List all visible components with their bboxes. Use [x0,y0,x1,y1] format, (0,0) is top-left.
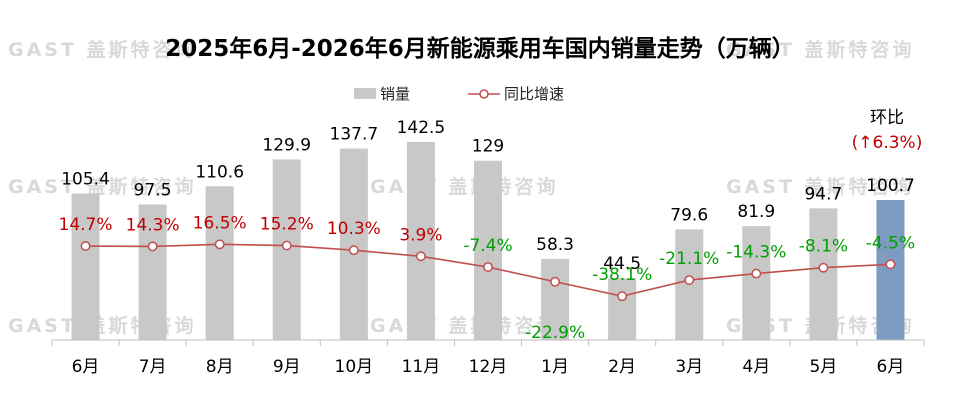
growth-rate-labels: 14.7% 14.3% 16.5% 15.2% 10.3% 3.9% -7.4% -22.9%… [59,213,916,342]
growth-rate-label: -4.5% [866,233,915,253]
x-tick-label: 11月 [402,357,441,377]
sales-bar [406,141,435,340]
x-tick-label: 3月 [675,357,703,377]
x-tick-label: 2月 [608,357,636,377]
x-tick-label: 4月 [742,357,770,377]
watermark: GAST 盖斯特咨询 [8,314,197,337]
growth-point [281,240,292,251]
growth-point [550,276,561,287]
x-tick-label: 7月 [139,357,167,377]
sales-bar [138,204,167,340]
x-tick-label: 10月 [335,357,374,377]
x-tick-label: 6月 [72,357,100,377]
watermark: GAST 盖斯特咨询 [726,38,915,61]
growth-line-layer [80,239,896,302]
growth-rate-label: 16.5% [193,213,247,233]
sales-bar [71,193,100,340]
watermark: GAST 盖斯特咨询 [8,175,197,198]
legend: 销量 同比增速 [354,85,564,103]
x-ticks: 6月 7月 8月 9月 10月 11月 12月 1月 2月 3月 4月 5月 6月 [51,340,925,377]
sales-value-label: 58.3 [536,235,574,255]
growth-point [415,251,426,262]
watermark: GAST 盖斯特咨询 [370,175,559,198]
growth-point [80,241,91,251]
x-tick-label: 5月 [809,357,837,377]
watermark: GAST 盖斯特咨询 [726,175,915,198]
sales-value-label: 79.6 [670,205,708,225]
legend-bar-swatch [354,88,376,99]
sales-value-label: 129.9 [262,135,311,155]
growth-rate-label: -7.4% [463,236,512,256]
growth-point [818,262,829,273]
sales-value-label: 44.5 [603,254,641,274]
sales-bar [742,226,771,340]
sales-bar [809,208,838,340]
sales-value-label: 129 [472,137,504,157]
legend-line-marker [479,89,489,99]
growth-rate-label: 14.3% [126,215,180,235]
growth-rate-label: 3.9% [399,225,442,245]
bar-value-labels: 105.4 97.5 110.6 129.9 137.7 142.5 129 58.3 44.5… [61,118,915,274]
x-tick-label: 12月 [469,357,508,377]
x-tick-label: 6月 [877,357,905,377]
x-tick-label: 1月 [541,357,569,377]
growth-point [147,241,158,252]
growth-point [684,275,695,285]
mom-label: 环比 [870,108,904,128]
growth-point [214,239,225,250]
growth-point [885,259,896,270]
legend-line-label: 同比增速 [504,85,564,103]
sales-value-label: 142.5 [397,118,446,138]
sales-bar [205,186,234,340]
sales-value-label: 137.7 [330,125,379,145]
growth-point [617,291,628,302]
legend-bar-label: 销量 [380,85,410,103]
growth-rate-label: -14.3% [726,243,786,263]
growth-point [483,262,493,272]
x-tick-label: 9月 [273,357,301,377]
watermark: GAST 盖斯特咨询 [8,38,197,61]
growth-rate-label: -22.9% [525,323,585,343]
sales-bar [474,160,502,340]
mom-value: (↑6.3%) [852,133,923,153]
sales-bar [339,148,368,340]
growth-point [751,268,762,279]
sales-value-label: 97.5 [134,180,172,200]
growth-rate-label: -8.1% [799,237,848,257]
sales-value-label: 110.6 [195,162,244,182]
growth-point [348,245,359,256]
chart-title: 2025年6月-2026年6月新能源乘用车国内销量走势（万辆） [165,35,795,62]
x-tick-label: 8月 [206,357,234,377]
sales-value-label: 100.7 [866,176,915,196]
sales-value-label: 94.7 [804,184,842,204]
bars-layer [71,141,905,340]
growth-rate-label: 14.7% [59,215,113,235]
growth-rate-label: -21.1% [659,249,719,269]
sales-bar [541,258,570,340]
sales-bar [876,200,905,340]
growth-rate-label: -38.1% [592,265,652,285]
sales-value-label: 81.9 [737,202,775,222]
growth-rate-label: 10.3% [327,219,381,239]
growth-rate-label: 15.2% [260,215,314,235]
sales-value-label: 105.4 [61,169,110,189]
sales-bar [608,278,637,340]
